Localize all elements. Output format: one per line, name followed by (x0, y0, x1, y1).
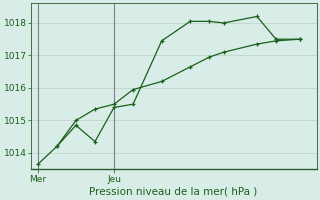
X-axis label: Pression niveau de la mer( hPa ): Pression niveau de la mer( hPa ) (90, 187, 258, 197)
